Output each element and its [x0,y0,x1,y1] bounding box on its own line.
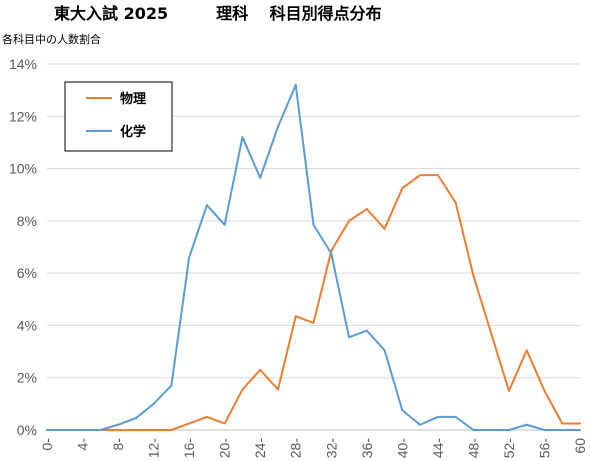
data-point [170,429,173,431]
data-point [276,125,279,128]
y-axis-title: 各科目中の人数割合 [2,33,101,46]
data-point [276,388,279,391]
data-point [205,204,208,207]
y-tick-label: 8% [17,213,37,229]
y-tick-label: 14% [9,56,37,72]
x-tick-label: 48- [465,438,481,459]
data-point [348,336,351,339]
data-point [507,429,510,431]
data-point [419,423,422,426]
data-point [401,187,404,190]
y-tick-label: 4% [17,317,37,333]
x-tick-label: 12- [146,438,162,459]
data-point [454,201,457,204]
y-tick-label: 0% [17,422,37,438]
x-tick-label: 28- [288,438,304,459]
data-point [312,223,315,226]
series-line-0 [47,174,580,431]
data-point [134,429,137,431]
x-tick-label: 8- [110,438,126,451]
x-tick-label: 0- [39,438,55,451]
data-point [454,415,457,418]
data-point [330,252,333,255]
data-point [419,174,422,177]
data-point [312,321,315,324]
data-point [436,174,439,177]
data-point [99,429,102,431]
data-point [525,349,528,352]
data-point [561,429,564,431]
data-point [365,329,368,332]
data-point [63,429,66,431]
series-lines [46,83,581,431]
data-point [241,136,244,139]
data-point [259,176,262,179]
data-point [294,83,297,86]
data-point [117,423,120,426]
x-tick-label: 40- [394,438,410,459]
legend-label: 物理 [120,91,146,107]
data-point [490,332,493,335]
x-tick-label: 32- [323,438,339,459]
data-point [348,219,351,222]
chart-title: 東大入試 2025 理科 科目別得点分布 [54,4,382,23]
x-tick-label: 4- [75,438,91,451]
y-tick-label: 2% [17,370,37,386]
data-point [134,417,137,420]
data-point [170,384,173,387]
data-point [383,349,386,352]
data-point [188,256,191,259]
data-point [365,208,368,211]
data-point [525,423,528,426]
data-point [223,223,226,226]
data-point [383,227,386,230]
x-tick-label: 36- [359,438,375,459]
data-point [543,389,546,392]
x-tick-label: 56- [536,438,552,459]
data-point [205,415,208,418]
y-tick-label: 10% [9,161,37,177]
data-point [579,429,581,431]
data-point [490,429,493,431]
x-tick-label: 20- [217,438,233,459]
data-point [152,429,155,431]
x-tick-label: 16- [181,438,197,459]
data-point [188,422,191,425]
x-tick-label: 24- [252,438,268,459]
legend-label: 化学 [120,124,146,140]
legend-box [64,81,173,152]
x-tick-label: 44- [430,438,446,459]
data-point [294,315,297,318]
data-point [241,388,244,391]
data-point [579,422,581,425]
x-tick-label: 52- [501,438,517,459]
y-tick-label: 12% [9,108,37,124]
data-point [46,429,48,431]
data-point [472,274,475,277]
data-point [81,429,84,431]
data-point [259,368,262,371]
data-point [436,415,439,418]
data-point [507,389,510,392]
x-tick-label: 60 [572,438,588,454]
data-point [117,429,120,431]
data-point [543,429,546,431]
data-point [401,409,404,412]
data-point [223,422,226,425]
y-tick-label: 6% [17,265,37,281]
data-point [152,402,155,405]
data-point [561,422,564,425]
data-point [472,429,475,431]
